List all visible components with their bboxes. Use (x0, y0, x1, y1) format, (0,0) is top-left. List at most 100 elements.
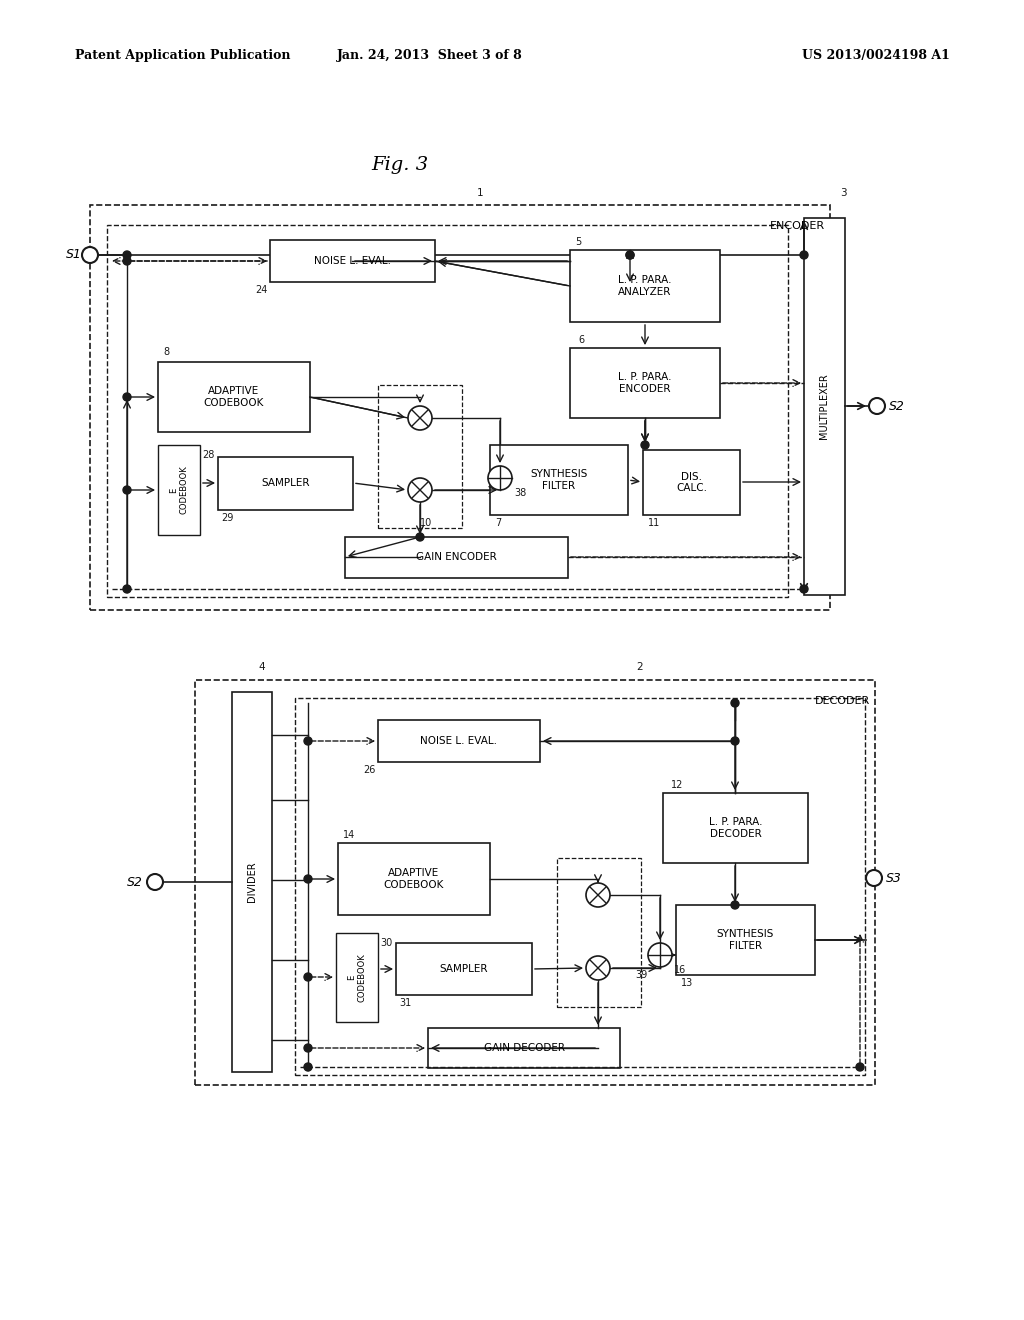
Text: NOISE L. EVAL.: NOISE L. EVAL. (421, 737, 498, 746)
Text: ADAPTIVE
CODEBOOK: ADAPTIVE CODEBOOK (204, 387, 264, 408)
Circle shape (586, 883, 610, 907)
Text: GAIN ENCODER: GAIN ENCODER (416, 553, 497, 562)
Circle shape (416, 533, 424, 541)
Circle shape (304, 973, 312, 981)
Circle shape (304, 1063, 312, 1071)
Circle shape (304, 875, 312, 883)
Text: S3: S3 (886, 871, 902, 884)
Text: S2: S2 (127, 875, 143, 888)
Bar (557, 858, 641, 1007)
Bar (158, 445, 200, 535)
Text: Jan. 24, 2013  Sheet 3 of 8: Jan. 24, 2013 Sheet 3 of 8 (337, 49, 523, 62)
Circle shape (866, 870, 882, 886)
Text: 11: 11 (648, 517, 660, 528)
Circle shape (123, 251, 131, 259)
Bar (106, 224, 788, 597)
Text: NOISE L. EVAL.: NOISE L. EVAL. (314, 256, 391, 267)
Bar (195, 680, 874, 1085)
Circle shape (304, 737, 312, 744)
Text: 2: 2 (637, 663, 643, 672)
Text: 3: 3 (840, 187, 846, 198)
Circle shape (869, 399, 885, 414)
Bar (804, 218, 845, 595)
Text: DECODER: DECODER (815, 696, 870, 706)
Circle shape (586, 956, 610, 979)
Text: S2: S2 (889, 400, 905, 412)
Text: DIVIDER: DIVIDER (247, 862, 257, 903)
Text: Patent Application Publication: Patent Application Publication (75, 49, 291, 62)
Circle shape (641, 441, 649, 449)
Text: ENCODER: ENCODER (770, 220, 825, 231)
Bar (378, 719, 540, 762)
Text: MULTIPLEXER: MULTIPLEXER (819, 374, 829, 440)
Circle shape (856, 1063, 864, 1071)
Text: 31: 31 (399, 998, 412, 1008)
Text: 6: 6 (578, 335, 584, 345)
Bar (676, 906, 815, 975)
Text: GAIN DECODER: GAIN DECODER (483, 1043, 564, 1053)
Text: 30: 30 (380, 939, 392, 948)
Text: 14: 14 (343, 830, 355, 840)
Text: 10: 10 (420, 517, 432, 528)
Text: Fig. 3: Fig. 3 (372, 156, 429, 174)
Text: SYNTHESIS
FILTER: SYNTHESIS FILTER (530, 469, 588, 491)
Circle shape (304, 1044, 312, 1052)
Bar (345, 537, 568, 578)
Text: L. P. PARA.
ENCODER: L. P. PARA. ENCODER (618, 372, 672, 393)
Circle shape (408, 478, 432, 502)
Bar (336, 933, 378, 1022)
Bar (396, 942, 532, 995)
Text: 24: 24 (256, 285, 268, 294)
Bar (428, 1028, 620, 1068)
Text: L. P. PARA.
ANALYZER: L. P. PARA. ANALYZER (618, 275, 672, 297)
Text: SAMPLER: SAMPLER (261, 479, 309, 488)
Circle shape (123, 585, 131, 593)
Circle shape (147, 874, 163, 890)
Bar (270, 240, 435, 282)
Circle shape (408, 407, 432, 430)
Text: 28: 28 (202, 450, 214, 459)
Bar (295, 698, 865, 1074)
Text: 39: 39 (635, 970, 647, 979)
Text: 26: 26 (364, 766, 376, 775)
Text: US 2013/0024198 A1: US 2013/0024198 A1 (802, 49, 950, 62)
Circle shape (82, 247, 98, 263)
Text: 5: 5 (575, 238, 582, 247)
Circle shape (488, 466, 512, 490)
Text: 29: 29 (221, 513, 233, 523)
Bar (643, 450, 740, 515)
Circle shape (123, 486, 131, 494)
Text: 8: 8 (163, 347, 169, 356)
Circle shape (626, 251, 634, 259)
Bar (663, 793, 808, 863)
Circle shape (123, 257, 131, 265)
Bar (232, 692, 272, 1072)
Bar (378, 385, 462, 528)
Text: 4: 4 (259, 663, 265, 672)
Text: L. P. PARA.
DECODER: L. P. PARA. DECODER (709, 817, 762, 838)
Text: SYNTHESIS
FILTER: SYNTHESIS FILTER (717, 929, 774, 950)
Text: 1: 1 (477, 187, 483, 198)
Circle shape (648, 942, 672, 968)
Circle shape (123, 393, 131, 401)
Bar (338, 843, 490, 915)
Text: E
CODEBOOK: E CODEBOOK (169, 466, 188, 515)
Text: SAMPLER: SAMPLER (439, 964, 488, 974)
Text: ADAPTIVE
CODEBOOK: ADAPTIVE CODEBOOK (384, 869, 444, 890)
Text: 7: 7 (495, 517, 502, 528)
Text: E
CODEBOOK: E CODEBOOK (347, 953, 367, 1002)
Circle shape (800, 585, 808, 593)
Bar (570, 249, 720, 322)
Circle shape (626, 251, 634, 259)
Circle shape (731, 700, 739, 708)
Circle shape (800, 251, 808, 259)
Bar (570, 348, 720, 418)
Text: S1: S1 (67, 248, 82, 261)
Text: 12: 12 (671, 780, 683, 789)
Circle shape (731, 902, 739, 909)
Bar (158, 362, 310, 432)
Bar (90, 205, 830, 610)
Text: 13: 13 (681, 978, 693, 987)
Bar (490, 445, 628, 515)
Text: DIS.
CALC.: DIS. CALC. (676, 471, 707, 494)
